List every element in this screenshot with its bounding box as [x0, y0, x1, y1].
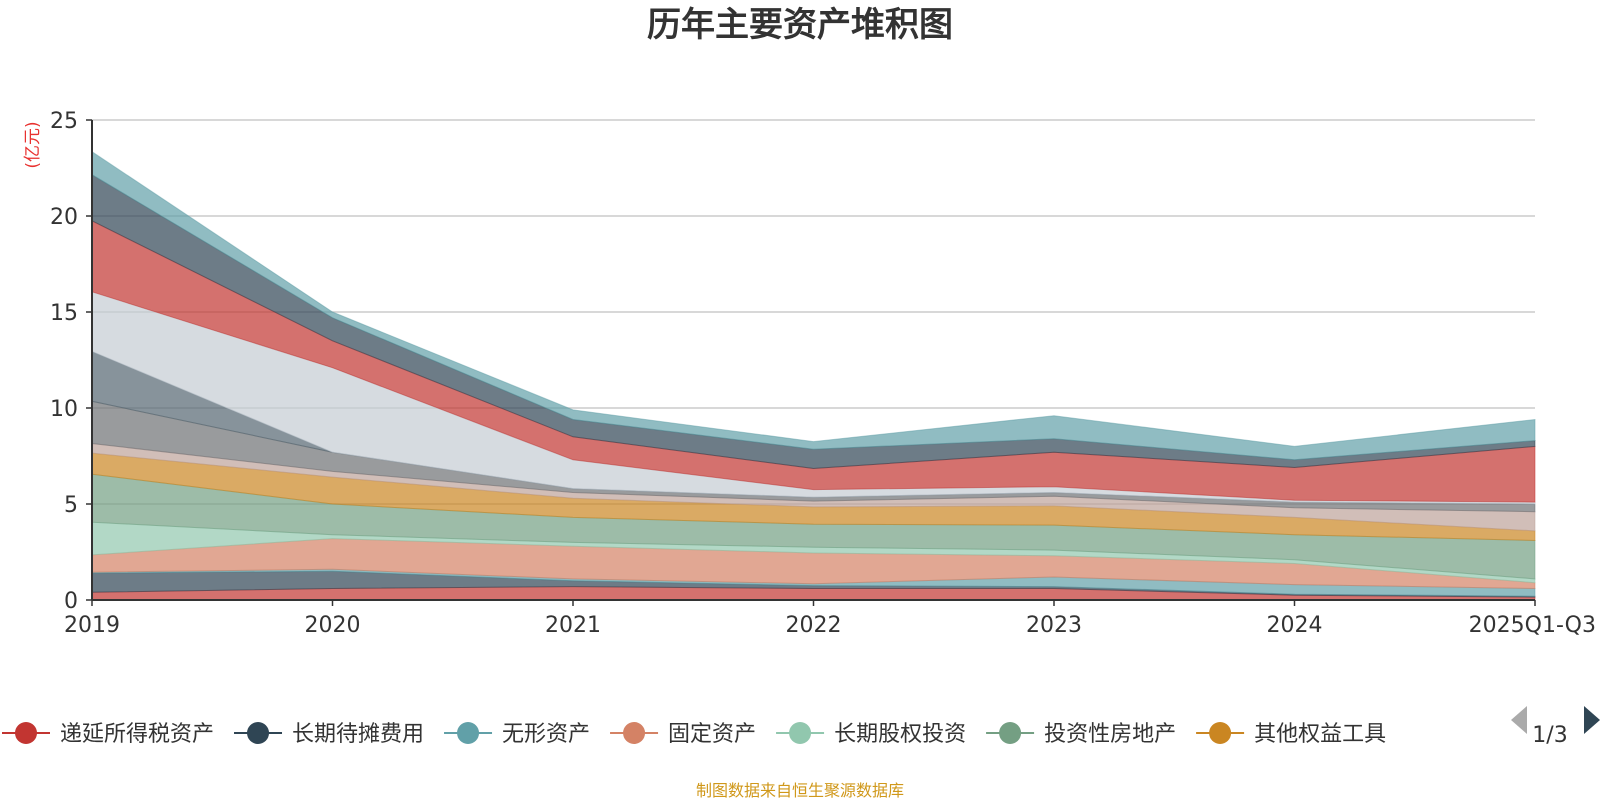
x-tick-label: 2019 [64, 613, 120, 638]
y-tick-label: 25 [50, 109, 78, 134]
area-series-14[interactable] [91, 150, 1536, 461]
x-axis-ticks: 2019 2020 2021 2022 2023 2024 2025Q1-Q3 [64, 600, 1596, 638]
x-tick-label: 2024 [1267, 613, 1323, 638]
legend-item[interactable]: 递延所得税资产 [2, 722, 214, 747]
legend-marker-icon [789, 722, 812, 744]
legend-marker-icon [999, 722, 1022, 744]
y-tick-label: 0 [64, 589, 78, 614]
legend-label: 其他权益工具 [1254, 722, 1386, 747]
legend-marker-icon [457, 722, 480, 744]
y-tick-label: 20 [50, 205, 78, 230]
legend-item[interactable]: 其他权益工具 [1196, 722, 1386, 747]
legend-label: 递延所得税资产 [60, 722, 214, 747]
legend-marker-icon [623, 722, 646, 744]
arrow-right-icon[interactable] [1584, 706, 1600, 734]
y-axis-ticks: 0 5 10 15 20 25 [50, 109, 92, 614]
y-axis-unit-label: (亿元) [23, 121, 43, 168]
x-tick-label: 2020 [305, 613, 361, 638]
legend-item[interactable]: 长期股权投资 [776, 722, 966, 747]
legend-marker-icon [1209, 722, 1232, 744]
x-tick-label: 2023 [1026, 613, 1082, 638]
legend-label: 无形资产 [502, 722, 590, 747]
arrow-left-icon[interactable] [1511, 706, 1527, 734]
legend-item[interactable]: 长期待摊费用 [234, 722, 424, 747]
x-tick-label: 2021 [545, 613, 601, 638]
legend-label: 长期股权投资 [834, 722, 966, 747]
data-source-note: 制图数据来自恒生聚源数据库 [696, 781, 904, 800]
legend-marker-icon [15, 722, 37, 744]
legend-label: 固定资产 [668, 722, 756, 747]
legend-marker-icon [247, 722, 270, 744]
legend-pager: 1/3 [1511, 706, 1600, 748]
legend-item[interactable]: 无形资产 [444, 722, 590, 747]
legend-item[interactable]: 固定资产 [610, 722, 756, 747]
legend: 递延所得税资产 长期待摊费用 无形资产 固定资产 长期股权投资 投资性房地产 其他权益工具 [2, 722, 1386, 747]
y-tick-label: 15 [50, 301, 78, 326]
x-tick-label: 2025Q1-Q3 [1469, 613, 1596, 638]
legend-page-indicator: 1/3 [1532, 723, 1567, 748]
y-tick-label: 5 [64, 493, 78, 518]
area-series [91, 150, 1536, 601]
x-tick-label: 2022 [786, 613, 842, 638]
y-tick-label: 10 [50, 397, 78, 422]
legend-item[interactable]: 投资性房地产 [986, 722, 1176, 747]
legend-label: 长期待摊费用 [292, 722, 424, 747]
legend-label: 投资性房地产 [1044, 722, 1176, 747]
chart-title: 历年主要资产堆积图 [647, 5, 953, 45]
